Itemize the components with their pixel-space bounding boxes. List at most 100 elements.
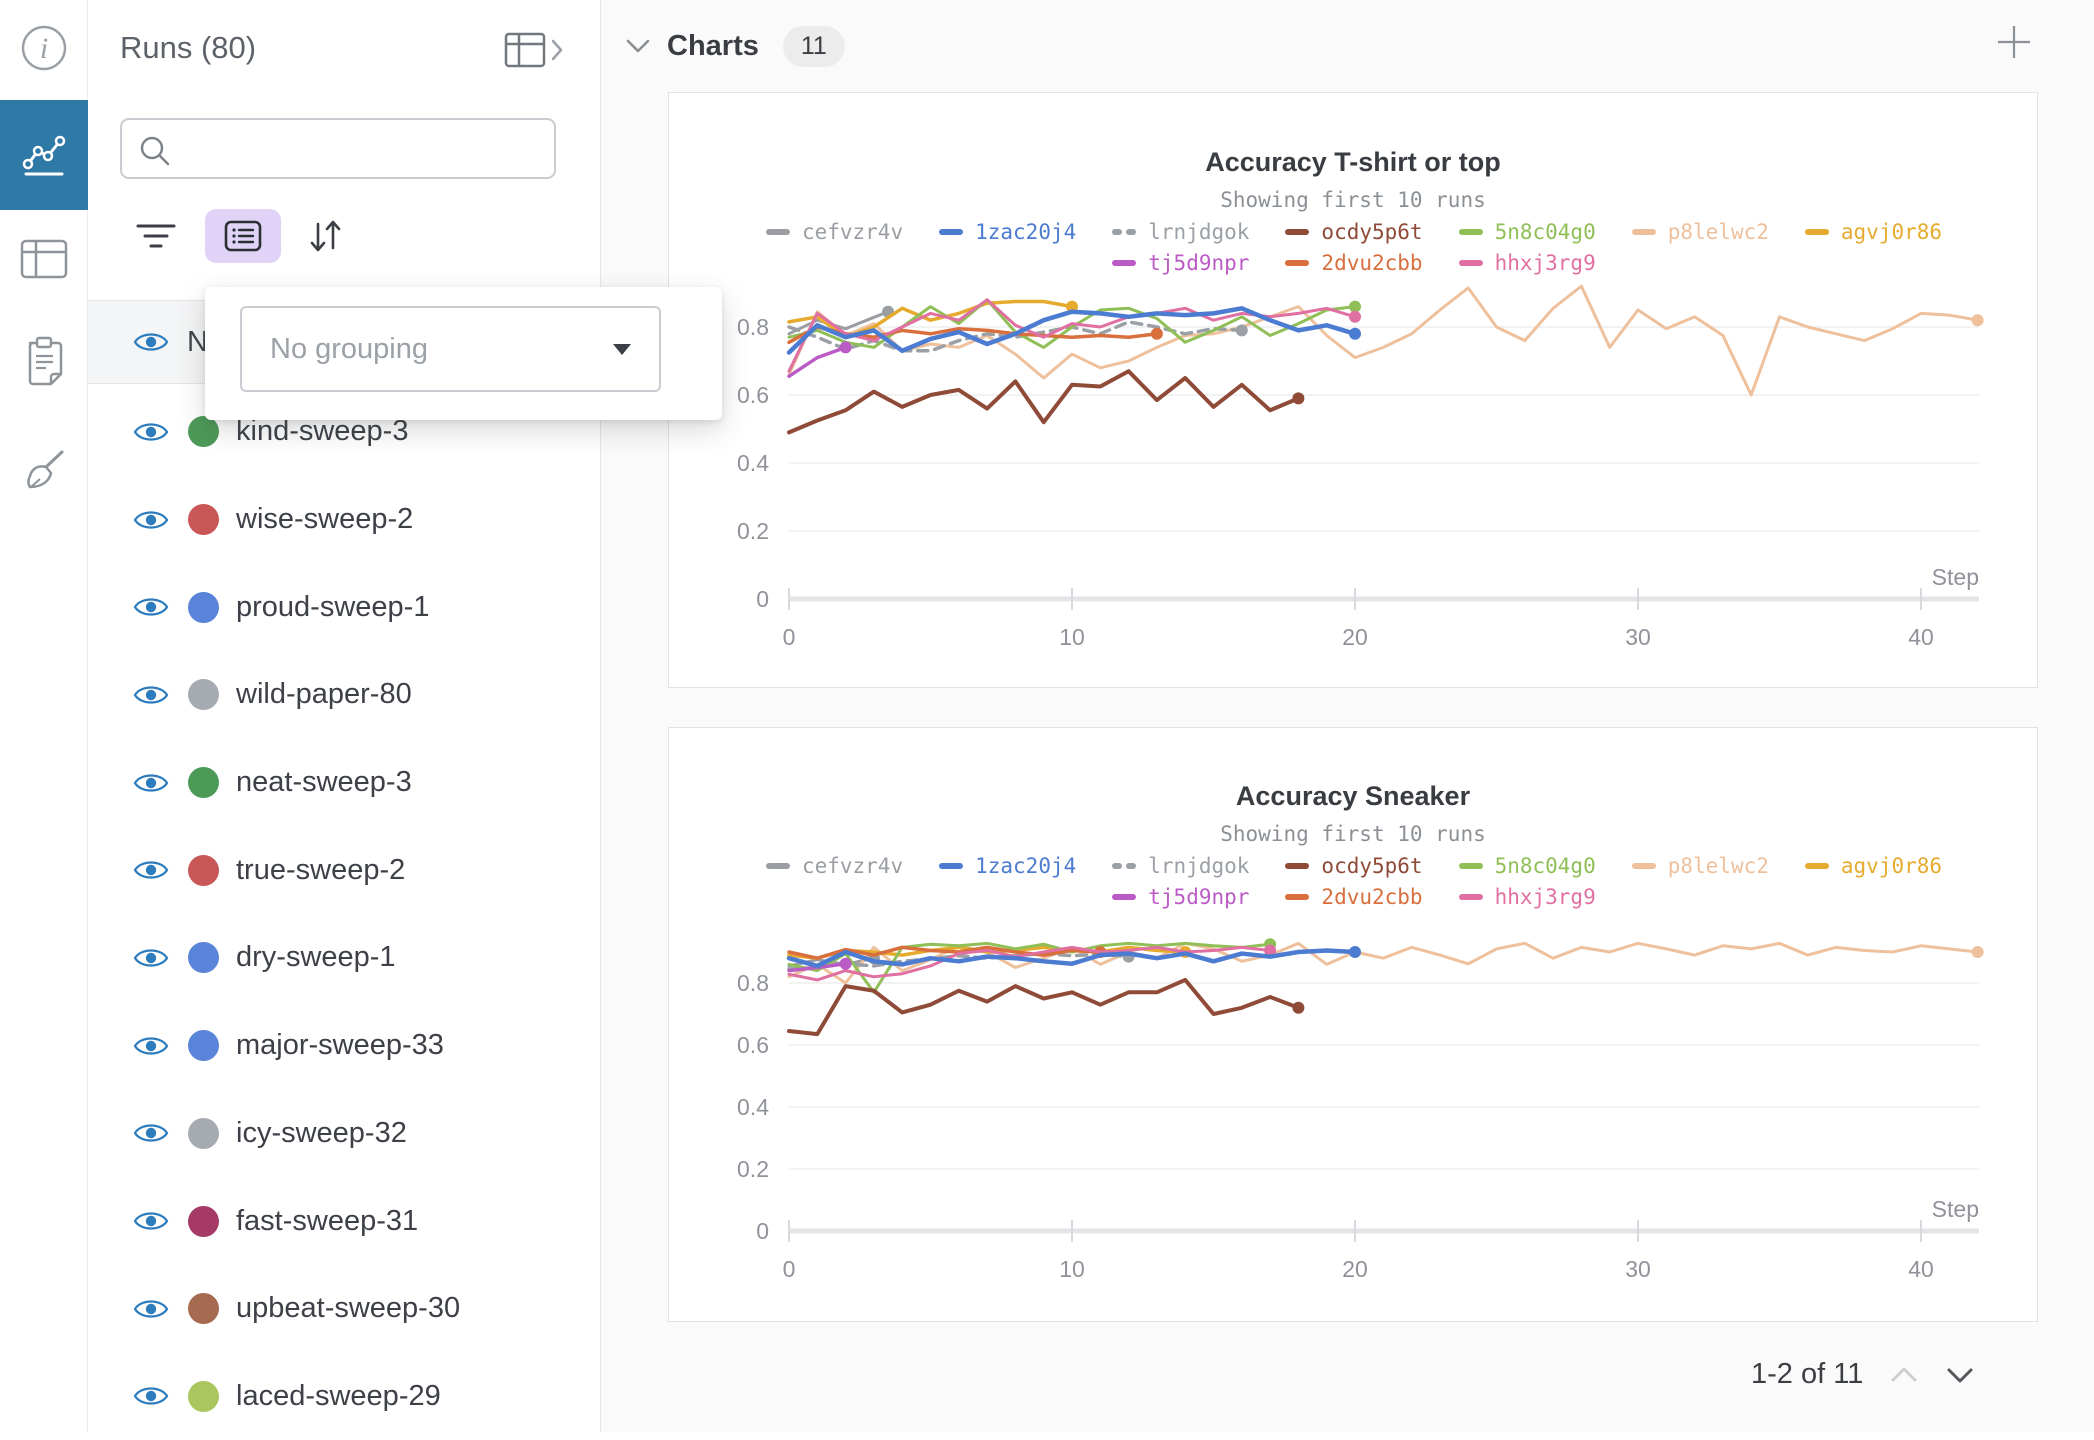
add-panel-button[interactable] xyxy=(1994,22,2034,67)
run-search-box xyxy=(120,118,556,179)
legend-label: hhxj3rg9 xyxy=(1494,885,1596,909)
svg-text:0.4: 0.4 xyxy=(737,450,769,476)
line-chart[interactable]: 0 10 20 30 40 0 0.2 0.4 0.6 0.8 Step xyxy=(669,821,2039,1291)
visibility-eye-icon[interactable] xyxy=(133,857,169,883)
legend-item[interactable]: p8lelwc2 xyxy=(1631,220,1769,244)
legend-item[interactable]: ocdy5p6t xyxy=(1285,854,1423,878)
legend-item[interactable]: hhxj3rg9 xyxy=(1458,885,1596,909)
charts-pagination: 1-2 of 11 xyxy=(1751,1358,1975,1391)
visibility-eye-icon[interactable] xyxy=(133,419,169,445)
run-list-item[interactable]: upbeat-sweep-30 xyxy=(88,1265,601,1353)
run-name: true-sweep-2 xyxy=(236,853,406,886)
chart-subtitle: Showing first 10 runs xyxy=(1220,188,1486,212)
visibility-eye-icon[interactable] xyxy=(133,1208,169,1234)
visibility-eye-icon[interactable] xyxy=(133,1120,169,1146)
legend-item[interactable]: ocdy5p6t xyxy=(1285,220,1423,244)
chart-panel[interactable]: Accuracy T-shirt or top Showing first 10… xyxy=(668,92,2038,688)
legend-item[interactable]: 1zac20j4 xyxy=(939,220,1076,244)
svg-text:20: 20 xyxy=(1342,1256,1368,1282)
run-list-item[interactable]: true-sweep-2 xyxy=(88,826,601,914)
run-name: wild-paper-80 xyxy=(236,678,412,711)
clipboard-icon xyxy=(28,336,63,386)
nav-notes[interactable] xyxy=(0,316,88,406)
visibility-eye-icon[interactable] xyxy=(133,329,169,355)
visibility-eye-icon[interactable] xyxy=(133,1296,169,1322)
filter-button[interactable] xyxy=(134,216,178,256)
legend-label: ocdy5p6t xyxy=(1321,854,1423,878)
run-color-dot xyxy=(188,1380,219,1412)
legend-swatch xyxy=(1458,229,1483,235)
legend-item[interactable]: tj5d9npr xyxy=(1112,251,1249,275)
legend-item[interactable]: p8lelwc2 xyxy=(1631,854,1769,878)
legend-item[interactable]: agvj0r86 xyxy=(1804,854,1942,878)
sort-button[interactable] xyxy=(302,214,348,258)
svg-text:20: 20 xyxy=(1342,624,1368,650)
svg-text:0.6: 0.6 xyxy=(737,1032,769,1058)
legend-label: cefvzr4v xyxy=(801,220,904,244)
info-icon: i xyxy=(21,25,67,71)
chevron-down-icon xyxy=(1947,1368,1973,1382)
run-list-item[interactable]: icy-sweep-32 xyxy=(88,1090,601,1178)
chart-legend: cefvzr4v 1zac20j4 lrnjdgok ocdy5p6t 5n8c04g0… xyxy=(734,220,1974,275)
legend-item[interactable]: lrnjdgok xyxy=(1112,220,1249,244)
svg-text:0: 0 xyxy=(783,624,796,650)
grouping-popup: No grouping xyxy=(205,287,722,420)
legend-label: hhxj3rg9 xyxy=(1494,251,1596,275)
legend-label: 5n8c04g0 xyxy=(1494,220,1596,244)
svg-text:40: 40 xyxy=(1908,1256,1934,1282)
run-list-item[interactable]: wise-sweep-2 xyxy=(88,476,601,564)
chevron-down-icon xyxy=(626,39,650,53)
legend-item[interactable]: cefvzr4v xyxy=(765,854,903,878)
runs-panel: Runs (80) xyxy=(88,0,601,1432)
legend-label: tj5d9npr xyxy=(1148,251,1250,275)
visibility-eye-icon[interactable] xyxy=(133,1033,169,1059)
legend-swatch xyxy=(939,229,964,235)
legend-item[interactable]: agvj0r86 xyxy=(1804,220,1942,244)
run-color-dot xyxy=(188,942,219,974)
previous-page-button[interactable] xyxy=(1889,1365,1919,1385)
legend-swatch xyxy=(1458,863,1483,869)
collapse-charts-button[interactable] xyxy=(625,37,651,55)
run-list-item[interactable]: neat-sweep-3 xyxy=(88,739,601,827)
line-chart[interactable]: 0 10 20 30 40 0 0.2 0.4 0.6 0.8 Step xyxy=(669,271,2039,671)
run-list-item[interactable]: proud-sweep-1 xyxy=(88,563,601,651)
visibility-eye-icon[interactable] xyxy=(133,682,169,708)
visibility-eye-icon[interactable] xyxy=(133,1383,169,1409)
legend-item[interactable]: 5n8c04g0 xyxy=(1458,854,1596,878)
legend-item[interactable]: 1zac20j4 xyxy=(939,854,1076,878)
legend-item[interactable]: 2dvu2cbb xyxy=(1285,885,1423,909)
legend-item[interactable]: cefvzr4v xyxy=(765,220,904,244)
run-color-dot xyxy=(188,679,219,711)
run-color-dot xyxy=(188,416,219,448)
grouping-select[interactable]: No grouping xyxy=(240,306,661,392)
run-color-dot xyxy=(188,1117,219,1149)
legend-item[interactable]: 2dvu2cbb xyxy=(1285,251,1423,275)
chart-panel[interactable]: Accuracy Sneaker Showing first 10 runs c… xyxy=(668,727,2038,1322)
run-name: proud-sweep-1 xyxy=(236,590,430,623)
visibility-eye-icon[interactable] xyxy=(133,945,169,971)
legend-item[interactable]: 5n8c04g0 xyxy=(1458,220,1596,244)
nav-cleanup[interactable] xyxy=(0,420,88,520)
run-list-item[interactable]: fast-sweep-31 xyxy=(88,1177,601,1265)
nav-tables[interactable] xyxy=(0,214,88,304)
visibility-eye-icon[interactable] xyxy=(133,507,169,533)
group-button[interactable] xyxy=(205,209,281,263)
legend-item[interactable]: lrnjdgok xyxy=(1112,854,1249,878)
run-list-item[interactable]: wild-paper-80 xyxy=(88,651,601,739)
visibility-eye-icon[interactable] xyxy=(133,594,169,620)
legend-item[interactable]: hhxj3rg9 xyxy=(1458,251,1596,275)
legend-label: p8lelwc2 xyxy=(1667,220,1769,244)
next-page-button[interactable] xyxy=(1945,1365,1975,1385)
chart-title: Accuracy T-shirt or top xyxy=(1205,147,1501,177)
run-list-item[interactable]: major-sweep-33 xyxy=(88,1002,601,1090)
run-color-dot xyxy=(188,767,219,799)
run-list-item[interactable]: laced-sweep-29 xyxy=(88,1353,601,1440)
run-list-item[interactable]: dry-sweep-1 xyxy=(88,914,601,1002)
nav-charts[interactable] xyxy=(0,100,88,210)
legend-item[interactable]: tj5d9npr xyxy=(1112,885,1249,909)
visibility-eye-icon[interactable] xyxy=(133,770,169,796)
search-input[interactable] xyxy=(178,124,548,173)
nav-info[interactable]: i xyxy=(0,0,88,96)
runs-table-expand-button[interactable] xyxy=(504,32,564,73)
run-list-item[interactable]: kind-sweep-3 xyxy=(88,388,601,476)
